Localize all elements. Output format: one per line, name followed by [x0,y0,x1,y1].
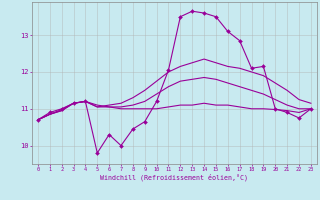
X-axis label: Windchill (Refroidissement éolien,°C): Windchill (Refroidissement éolien,°C) [100,174,248,181]
